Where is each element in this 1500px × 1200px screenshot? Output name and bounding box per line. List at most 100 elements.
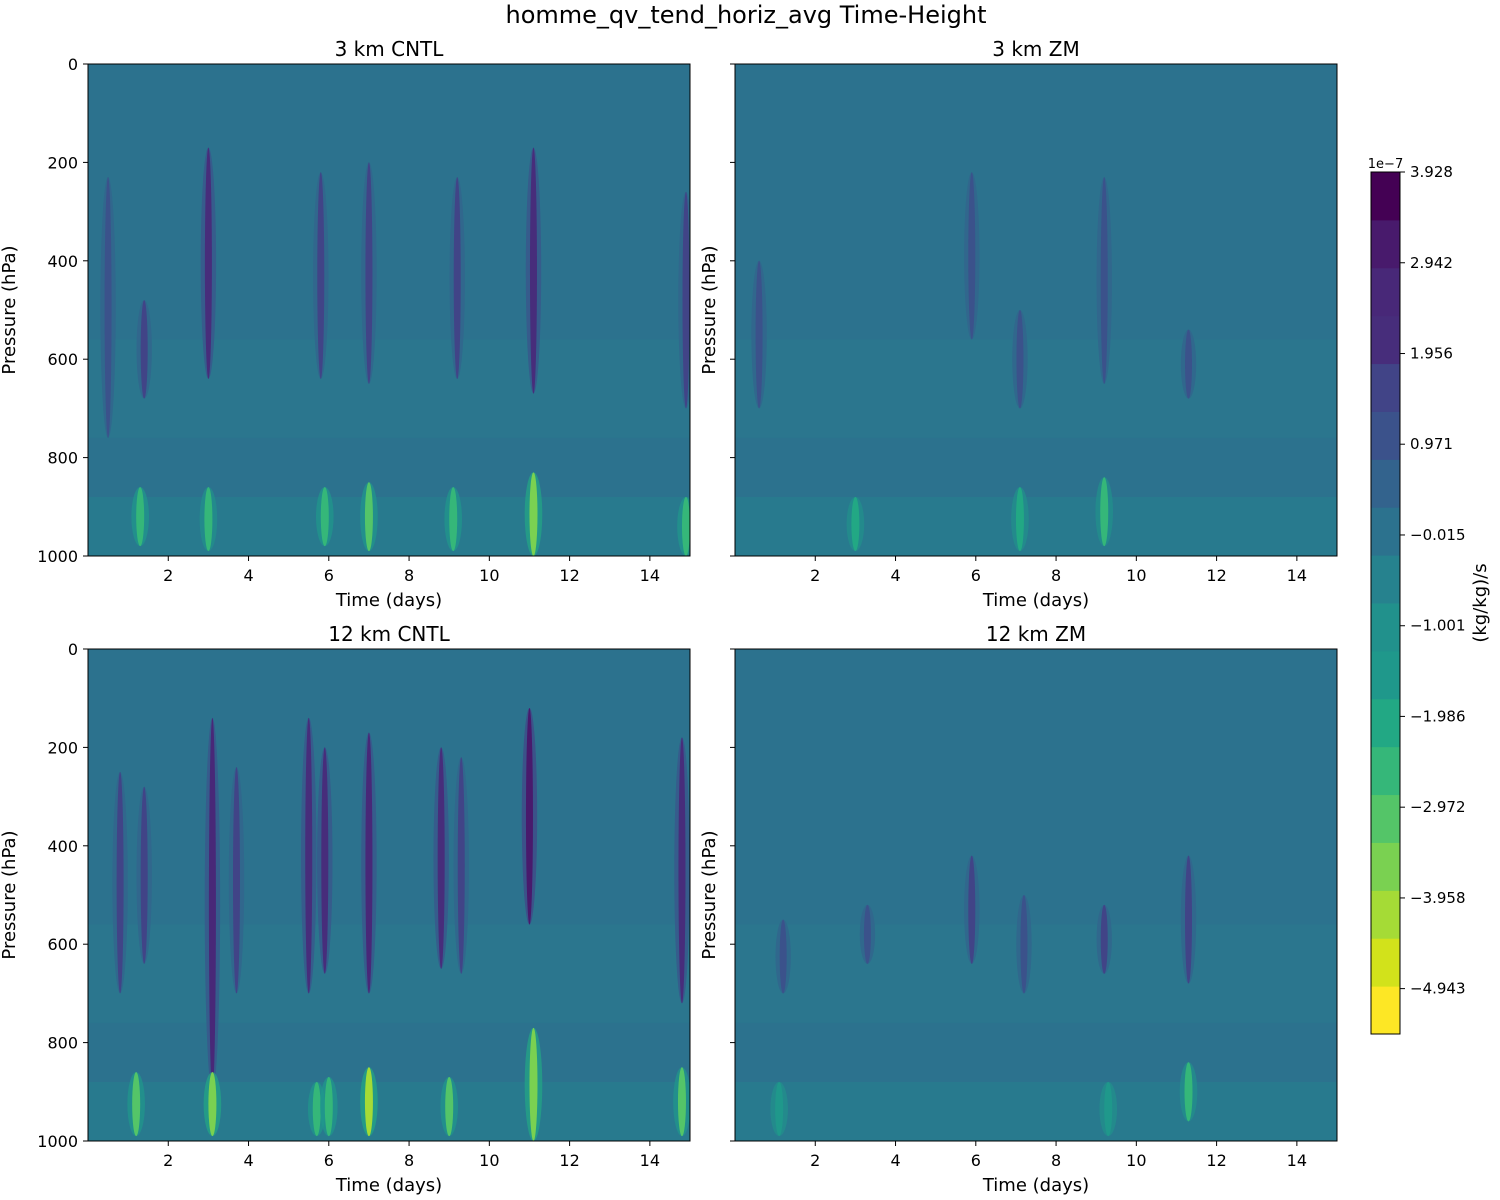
heatmap-drying-feature xyxy=(132,1072,141,1137)
heatmap-moistening-feature xyxy=(968,855,976,964)
heatmap-drying-feature xyxy=(204,487,213,552)
colorbar-offset-label: 1e−7 xyxy=(1368,157,1403,172)
panel-3: 12 km CNTL 2 4 6 8 10 12 14 0 200 400 600 800 1000 Tim… xyxy=(0,622,691,1196)
colorbar-level xyxy=(1371,794,1400,843)
colorbar-level xyxy=(1371,315,1400,365)
heatmap-moistening-feature xyxy=(678,737,686,1004)
y-tick-label: 800 xyxy=(47,449,78,468)
x-tick-label: 8 xyxy=(1051,1151,1061,1170)
x-axis-label: Time (days) xyxy=(982,590,1089,611)
heatmap-moistening-feature xyxy=(863,904,871,964)
heatmap-moistening-feature xyxy=(208,717,216,1092)
y-axis-label: Pressure (hPa) xyxy=(699,830,720,959)
colorbar-level xyxy=(1371,986,1400,1035)
heatmap-drying-feature xyxy=(1100,477,1109,547)
heatmap-moistening-feature xyxy=(1020,895,1028,994)
colorbar-tick-label: −2.972 xyxy=(1410,798,1466,816)
y-tick-label: 0 xyxy=(68,55,78,74)
x-tick-label: 2 xyxy=(810,566,820,585)
heatmap-moistening-feature xyxy=(525,708,533,925)
y-tick-label: 200 xyxy=(47,738,78,757)
heatmap-moistening-feature xyxy=(321,747,329,974)
heatmap-moistening-feature xyxy=(968,172,976,340)
x-tick-label: 14 xyxy=(640,566,660,585)
colorbar-level xyxy=(1371,890,1400,939)
x-tick-label: 4 xyxy=(890,566,900,585)
heatmap-moistening-feature xyxy=(232,767,240,994)
x-tick-label: 6 xyxy=(324,1151,334,1170)
heatmap-moistening-feature xyxy=(1185,329,1193,399)
colorbar: 3.928 2.942 1.956 0.971 −0.015 −1.001 −1.986 −2… xyxy=(1368,157,1491,1035)
heatmap-background xyxy=(735,649,1337,1141)
axes-frame xyxy=(87,63,691,557)
colorbar-level xyxy=(1371,650,1400,700)
heatmap-drying-feature xyxy=(1184,1062,1193,1122)
boundary-layer-band xyxy=(88,1081,690,1141)
colorbar-tick-label: 0.971 xyxy=(1410,435,1453,453)
colorbar-level xyxy=(1371,555,1400,604)
heatmap-field xyxy=(735,855,1337,1141)
colorbar-level xyxy=(1371,363,1400,412)
x-tick-label: 12 xyxy=(559,1151,579,1170)
heatmap-drying-feature xyxy=(208,1072,217,1137)
y-axis-label: Pressure (hPa) xyxy=(0,830,20,959)
heatmap-background xyxy=(88,64,690,556)
heatmap-moistening-feature xyxy=(529,147,537,394)
x-axis-label: Time (days) xyxy=(335,590,442,611)
colorbar-level xyxy=(1371,842,1400,891)
x-tick-label: 10 xyxy=(1126,566,1146,585)
figure-title: homme_qv_tend_horiz_avg Time-Height xyxy=(505,1,986,29)
panel-title: 3 km CNTL xyxy=(335,37,445,61)
colorbar-frame xyxy=(1370,171,1401,1035)
y-tick-label: 0 xyxy=(68,640,78,659)
heatmap-background xyxy=(735,64,1337,556)
colorbar-level xyxy=(1371,746,1400,796)
y-axis-label: Pressure (hPa) xyxy=(0,245,20,374)
heatmap-moistening-feature xyxy=(779,919,787,994)
heatmap-field xyxy=(88,708,690,1141)
y-tick-label: 1000 xyxy=(37,547,78,566)
x-tick-label: 6 xyxy=(971,566,981,585)
heatmap-drying-feature xyxy=(529,472,538,556)
heatmap-drying-feature xyxy=(312,1081,321,1137)
heatmap-drying-feature xyxy=(320,487,329,547)
x-tick-label: 10 xyxy=(479,1151,499,1170)
x-axis-label: Time (days) xyxy=(335,1175,442,1196)
x-tick-label: 8 xyxy=(404,566,414,585)
panel-4: 12 km ZM 2 4 6 8 10 12 14 Time (days) Pressure (h… xyxy=(699,622,1338,1196)
boundary-layer-band xyxy=(735,1081,1337,1141)
heatmap-moistening-feature xyxy=(1100,177,1108,384)
colorbar-tick-label: 3.928 xyxy=(1410,163,1453,181)
panel-title: 3 km ZM xyxy=(992,37,1079,61)
heatmap-moistening-feature xyxy=(1100,904,1108,974)
y-tick-label: 600 xyxy=(47,935,78,954)
axes-frame xyxy=(734,63,1338,557)
x-tick-label: 14 xyxy=(1287,1151,1307,1170)
colorbar-label: (kg/kg)/s xyxy=(1470,563,1491,642)
x-tick-label: 6 xyxy=(971,1151,981,1170)
heatmap-drying-feature xyxy=(449,487,458,552)
panels-group: 3 km CNTL 2 4 6 8 10 12 14 0 200 400 600 800 1000 Time… xyxy=(0,37,1338,1196)
heatmap-moistening-feature xyxy=(437,747,445,969)
colorbar-level xyxy=(1371,411,1400,460)
x-tick-label: 4 xyxy=(243,1151,253,1170)
heatmap-moistening-feature xyxy=(755,260,763,409)
colorbar-tick-label: −1.986 xyxy=(1410,707,1466,725)
colorbar-tick-label: −1.001 xyxy=(1410,617,1466,635)
heatmap-moistening-feature xyxy=(140,300,148,399)
panel-title: 12 km CNTL xyxy=(328,622,450,646)
colorbar-tick-label: 1.956 xyxy=(1410,345,1453,363)
heatmap-moistening-feature xyxy=(453,177,461,379)
boundary-layer-band xyxy=(735,496,1337,556)
heatmap-field xyxy=(735,172,1337,556)
heatmap-drying-feature xyxy=(851,496,860,552)
axes-frame xyxy=(87,648,691,1142)
heatmap-drying-feature xyxy=(136,487,145,547)
heatmap-drying-feature xyxy=(681,496,690,556)
heatmap-drying-feature xyxy=(364,482,373,552)
y-tick-label: 600 xyxy=(47,350,78,369)
x-tick-label: 4 xyxy=(243,566,253,585)
heatmap-moistening-feature xyxy=(365,732,373,994)
y-axis-label: Pressure (hPa) xyxy=(699,245,720,374)
